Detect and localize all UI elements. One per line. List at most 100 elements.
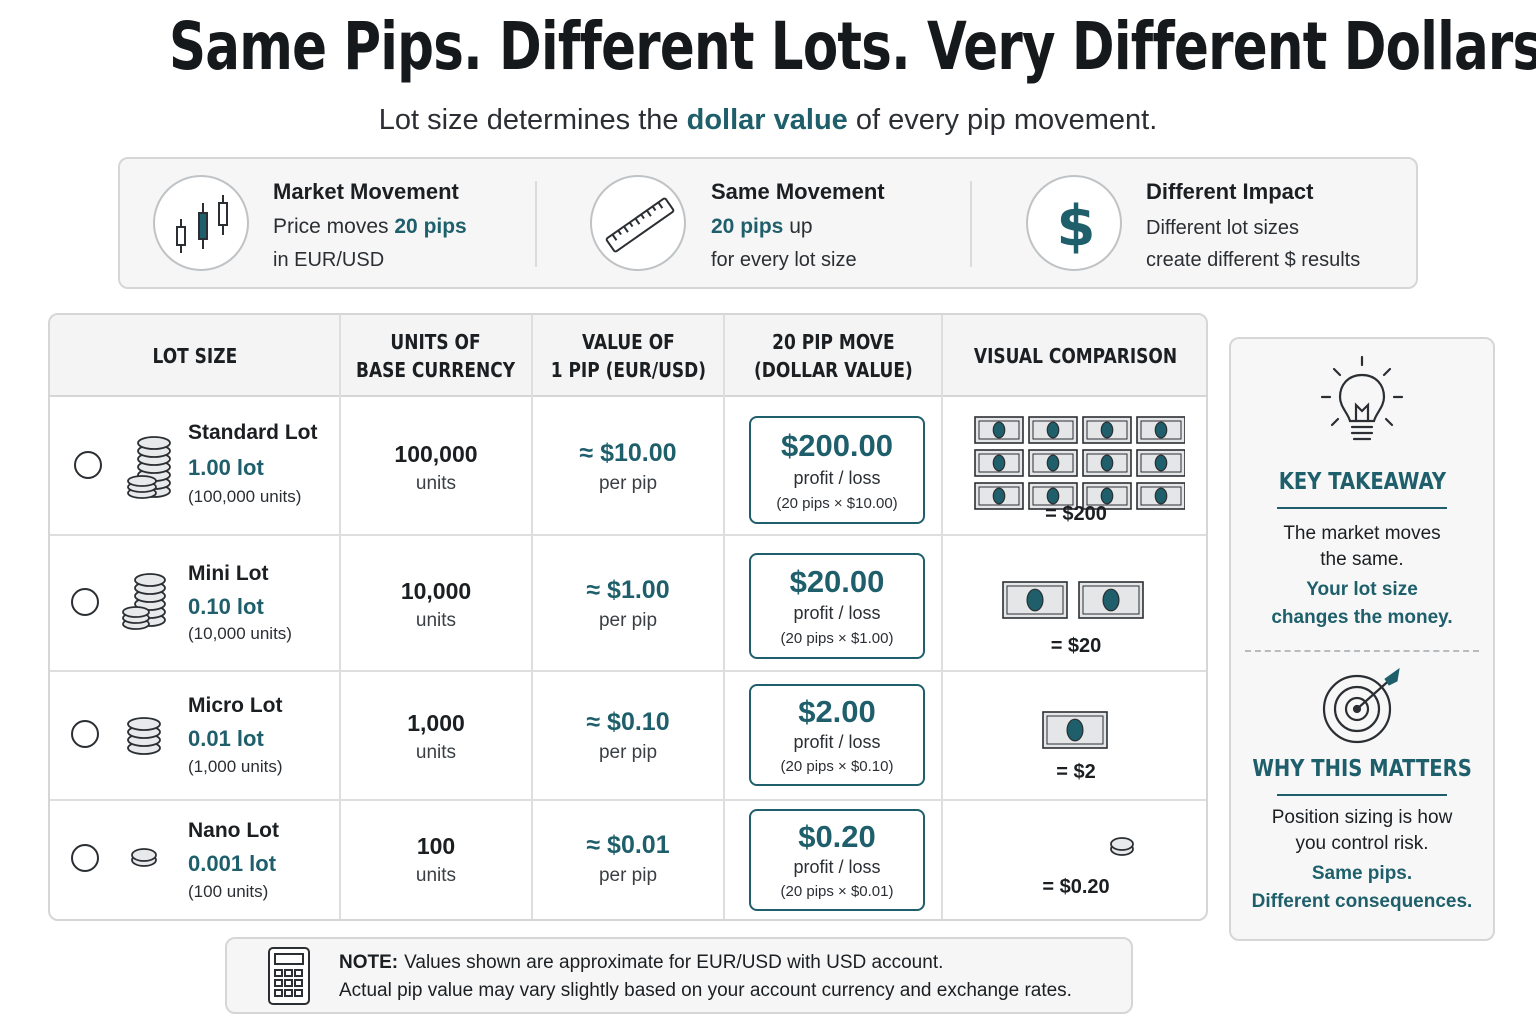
dollar-bill-icon [1082, 449, 1132, 477]
target-icon [1322, 667, 1400, 744]
move-label: profit / loss [793, 603, 881, 623]
radio-nano-lot[interactable] [71, 844, 99, 872]
dollar-bill-icon [1082, 416, 1132, 444]
column-header-20-pip-move: 20 PIP MOVE (DOLLAR VALUE) [753, 330, 913, 382]
lot-size-value: 0.001 lot [188, 851, 277, 876]
lot-size-value: 1.00 lot [188, 455, 264, 480]
pip-label: per pip [598, 473, 658, 494]
subtitle-post: of every pip movement. [855, 104, 1158, 136]
divider [970, 181, 972, 267]
visual-total: = $2 [1056, 761, 1096, 783]
table-row-standard-lot: Standard Lot 1.00 lot (100,000 units) 10… [50, 399, 1206, 534]
dollar-bill-icon [974, 449, 1024, 477]
move-label: profit / loss [793, 857, 881, 877]
dollar-bills-icon [974, 416, 1185, 510]
table-row-nano-lot: Nano Lot 0.001 lot (100 units) 100 units… [50, 801, 1206, 919]
info-title: Different Impact [1146, 179, 1314, 204]
dollar-bill-icon [1042, 711, 1108, 749]
divider [1277, 794, 1447, 796]
dollar-bill-icon [1028, 482, 1078, 510]
move-value-box: $200.00 profit / loss (20 pips × $10.00) [749, 416, 925, 524]
coin-stack-icon [127, 436, 171, 499]
units-value: 1,000 [407, 710, 465, 736]
svg-text:$: $ [1057, 194, 1096, 259]
key-takeaway-panel: KEY TAKEAWAY The market moves the same. … [1229, 337, 1495, 941]
lot-name: Mini Lot [188, 562, 269, 585]
divider [1245, 650, 1479, 652]
move-calculation: (20 pips × $10.00) [776, 495, 898, 512]
dollar-bill-icon [1136, 449, 1185, 477]
note-line: Actual pip value may vary slightly based… [339, 980, 1072, 1001]
visual-comparison: = $0.20 [943, 801, 1206, 919]
lot-units-note: (10,000 units) [188, 624, 292, 643]
page-subtitle: Lot size determines the dollar value of … [0, 104, 1536, 137]
info-card-market-movement: Market Movement Price moves 20 pips in E… [120, 159, 540, 287]
lot-size-value: 0.01 lot [188, 726, 264, 751]
move-value-box: $20.00 profit / loss (20 pips × $1.00) [749, 553, 925, 659]
info-line: create different $ results [1146, 249, 1361, 271]
calculator-icon [268, 947, 310, 1005]
pip-value: ≈ $0.10 [586, 708, 670, 736]
move-calculation: (20 pips × $0.01) [780, 883, 894, 900]
divider [531, 315, 533, 919]
divider [941, 315, 943, 919]
dollar-bill-icon [1078, 581, 1144, 619]
coin-icon [1110, 837, 1134, 856]
column-header-pip-value: VALUE OF 1 PIP (EUR/USD) [550, 330, 706, 382]
dollar-bill-icon [974, 416, 1024, 444]
table-header: LOT SIZE UNITS OF BASE CURRENCY VALUE OF… [50, 315, 1206, 397]
dollar-bill-icon [1028, 416, 1078, 444]
coin-icon [131, 848, 157, 867]
subtitle-pre: Lot size determines the [378, 104, 679, 136]
units-value: 100 [416, 833, 456, 859]
divider [50, 799, 1206, 801]
dollar-bill-icon [1136, 482, 1185, 510]
coin-stack-icon [127, 717, 161, 755]
visual-comparison: = $200 [943, 399, 1206, 534]
info-line: Different lot sizes [1146, 217, 1300, 239]
info-card-different-impact: $ Different Impact Different lot sizes c… [988, 159, 1416, 287]
units-label: units [415, 473, 457, 494]
dollar-bill-icon [1028, 449, 1078, 477]
dollar-bill-icon [1042, 711, 1108, 749]
radio-micro-lot[interactable] [71, 720, 99, 748]
coin-stack-icon [122, 573, 166, 630]
takeaway-emphasis: Same pips. [1311, 863, 1413, 884]
candlestick-chart-icon [153, 175, 249, 271]
move-amount: $20.00 [789, 564, 885, 599]
dollar-bill-icon [1136, 416, 1185, 444]
ruler-icon [590, 175, 686, 271]
divider [339, 315, 341, 919]
divider [1277, 507, 1447, 509]
table-row-mini-lot: Mini Lot 0.10 lot (10,000 units) 10,000 … [50, 536, 1206, 670]
units-value: 10,000 [400, 578, 472, 604]
note-text: Values shown are approximate for EUR/USD… [404, 952, 944, 973]
info-line: Price moves 20 pips [273, 215, 467, 238]
takeaway-text: The market moves [1283, 523, 1441, 544]
dollar-bill-icon [1082, 482, 1132, 510]
note-line: NOTE: Values shown are approximate for EU… [339, 952, 943, 974]
lot-name: Nano Lot [188, 819, 279, 842]
lot-size-table: LOT SIZE UNITS OF BASE CURRENCY VALUE OF… [48, 313, 1208, 921]
visual-comparison: = $2 [943, 672, 1206, 799]
dollar-bills-icon [1002, 581, 1144, 619]
divider [723, 315, 725, 919]
takeaway-emphasis: Your lot size [1306, 579, 1418, 600]
visual-total: = $20 [1050, 635, 1102, 657]
move-amount: $200.00 [780, 428, 894, 463]
pip-label: per pip [598, 742, 658, 763]
column-header-units: UNITS OF BASE CURRENCY [356, 330, 516, 382]
column-header-visual: VISUAL COMPARISON [974, 344, 1178, 368]
move-amount: $0.20 [798, 819, 876, 854]
info-line: 20 pips up [711, 215, 813, 238]
takeaway-text: the same. [1320, 549, 1404, 570]
takeaway-emphasis: changes the money. [1271, 607, 1453, 628]
move-amount: $2.00 [798, 694, 876, 729]
column-header-lot-size: LOT SIZE [152, 344, 238, 368]
radio-mini-lot[interactable] [71, 588, 99, 616]
visual-total: = $200 [1045, 503, 1107, 525]
lightbulb-icon [1320, 355, 1404, 441]
radio-standard-lot[interactable] [74, 451, 102, 479]
divider [535, 181, 537, 267]
note-label: NOTE: [339, 952, 399, 973]
